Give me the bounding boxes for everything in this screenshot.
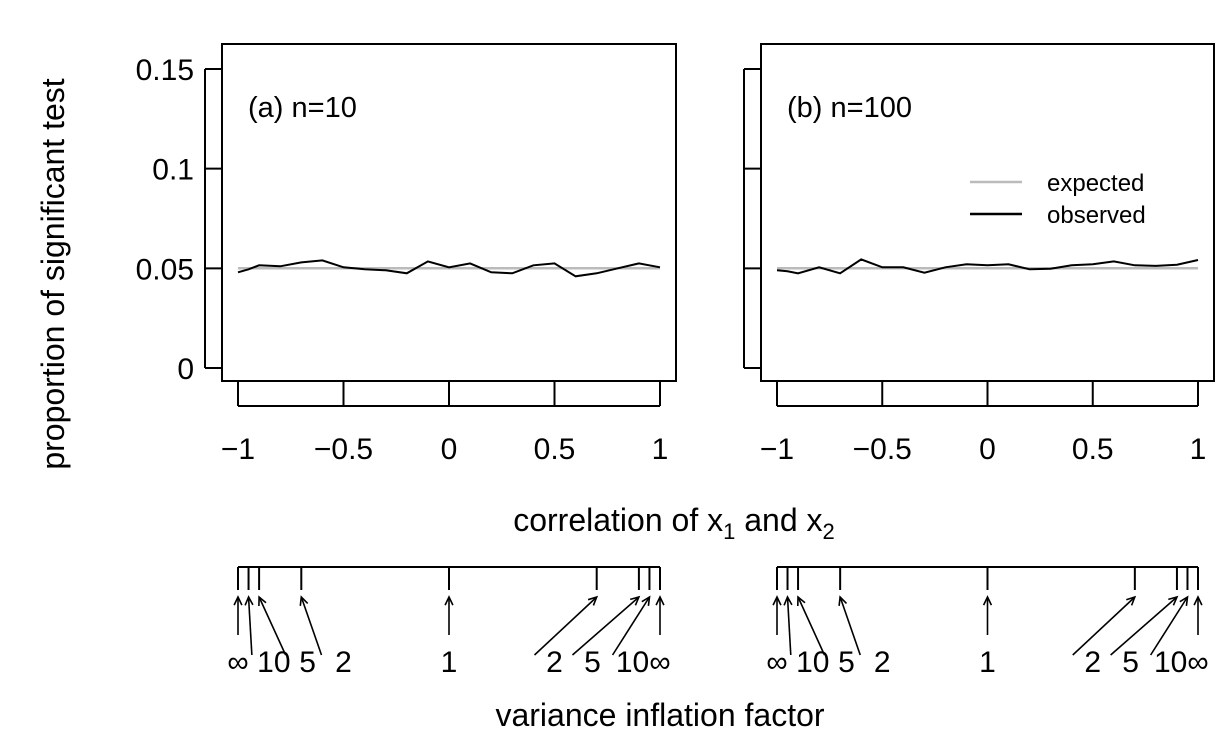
- vif-arrow: [786, 596, 792, 656]
- x-tick-label: 0: [979, 433, 996, 466]
- y-tick-label: 0: [177, 353, 194, 386]
- vif-label: 10: [616, 646, 649, 679]
- legend: expected observed: [970, 170, 1146, 229]
- x-axis-title-text: correlation of x: [513, 502, 723, 538]
- x-tick-label: 0.5: [534, 433, 576, 466]
- vif-arrow: [797, 596, 826, 656]
- x-tick-label: −0.5: [853, 433, 912, 466]
- vif-arrowhead: [299, 595, 309, 606]
- vif-arrow: [571, 596, 640, 656]
- vif-axis-b: ∞ 10 5 2 1 2 5 10 ∞: [766, 566, 1209, 679]
- vif-arrow: [300, 596, 323, 656]
- vif-axis-a: ∞ 10 5 2 1 2 5 10 ∞: [227, 566, 671, 679]
- vif-arrowhead: [783, 595, 793, 606]
- series-line-observed: [237, 259, 661, 278]
- vif-label: 5: [584, 646, 601, 679]
- vif-label: 2: [335, 646, 352, 679]
- x-tick-label: 0: [441, 433, 458, 466]
- vif-arrow: [1149, 596, 1189, 656]
- y-tick-label: 0.1: [152, 154, 194, 187]
- vif-label: 1: [979, 646, 996, 679]
- vif-axis-title: variance inflation factor: [495, 697, 824, 733]
- vif-label: 2: [874, 646, 891, 679]
- vif-label: 1: [441, 646, 458, 679]
- vif-label: 10: [796, 646, 829, 679]
- vif-arrowhead: [1179, 595, 1189, 606]
- vif-label: 5: [1122, 646, 1139, 679]
- vif-arrow: [1072, 596, 1136, 656]
- vif-label: 2: [1084, 646, 1101, 679]
- panel-b: −1 −0.5 0 0.5 1 (b) n=100 expected observed: [743, 43, 1215, 466]
- x-tick-label: −0.5: [314, 433, 373, 466]
- panel-label: (b) n=100: [787, 92, 912, 124]
- vif-arrowhead: [1193, 595, 1203, 606]
- vif-arrow: [533, 596, 598, 656]
- y-axis-title: proportion of significant test: [35, 78, 71, 469]
- vif-arrowhead: [797, 595, 806, 607]
- x-axis-title-sub1: 1: [723, 519, 735, 544]
- vif-arrowhead: [587, 595, 599, 606]
- vif-arrowhead: [772, 595, 782, 606]
- x-axis-title: correlation of x1 and x2: [513, 502, 835, 544]
- x-tick-label: 1: [652, 433, 669, 466]
- vif-arrowhead: [655, 595, 665, 606]
- vif-arrowhead: [233, 595, 243, 606]
- legend-label-observed: observed: [1047, 202, 1146, 229]
- vif-arrowhead: [641, 595, 651, 606]
- vif-arrow: [258, 596, 287, 656]
- vif-label: 10: [257, 646, 290, 679]
- vif-arrow: [247, 596, 253, 656]
- x-tick-label: 1: [1190, 433, 1207, 466]
- vif-arrowhead: [838, 595, 848, 606]
- panel-a: 0 0.05 0.1 0.15 −1 −0.5 0 0.5 1 (a) n=10: [136, 43, 677, 466]
- svg-text:correlation of x1 and x2: correlation of x1 and x2: [513, 502, 835, 544]
- y-tick-label: 0.05: [136, 253, 194, 286]
- x-axis-title-and: and x: [735, 502, 822, 538]
- vif-arrow: [611, 596, 651, 656]
- vif-arrowhead: [1126, 595, 1137, 606]
- vif-label: 10: [1154, 646, 1187, 679]
- x-tick-label: 0.5: [1072, 433, 1114, 466]
- vif-arrowhead: [258, 595, 267, 607]
- vif-label: ∞: [649, 646, 670, 679]
- vif-label: 5: [838, 646, 855, 679]
- x-axis-title-sub2: 2: [823, 519, 835, 544]
- vif-label: ∞: [1187, 646, 1208, 679]
- vif-arrowhead: [982, 595, 993, 606]
- series-line-observed: [776, 258, 1199, 275]
- x-tick-label: −1: [760, 433, 794, 466]
- vif-arrowhead: [629, 595, 641, 606]
- vif-arrowhead: [1168, 595, 1179, 606]
- vif-arrow: [839, 596, 862, 656]
- panel-label: (a) n=10: [248, 92, 357, 124]
- vif-label: ∞: [227, 646, 248, 679]
- x-tick-label: −1: [221, 433, 255, 466]
- vif-label: ∞: [766, 646, 787, 679]
- vif-arrow: [1110, 596, 1178, 656]
- vif-label: 5: [299, 646, 316, 679]
- y-tick-label: 0.15: [136, 54, 194, 87]
- vif-arrowhead: [244, 595, 254, 606]
- vif-label: 2: [546, 646, 563, 679]
- legend-label-expected: expected: [1047, 170, 1144, 197]
- vif-arrowhead: [444, 595, 454, 606]
